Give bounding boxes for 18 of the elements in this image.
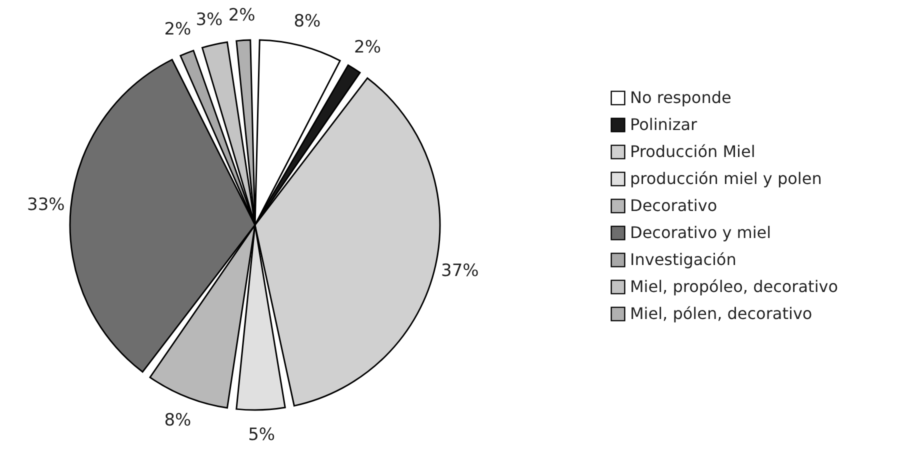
legend-label: No responde [630, 88, 732, 107]
legend-label: Miel, pólen, decorativo [630, 304, 812, 323]
data-label: 2% [354, 38, 382, 58]
legend-label: Investigación [630, 250, 736, 269]
data-label: 2% [228, 5, 256, 26]
legend-label: Producción Miel [630, 142, 756, 161]
legend-label: producción miel y polen [630, 169, 822, 188]
data-label: 3% [196, 10, 223, 30]
legend-label: Decorativo [630, 196, 718, 215]
legend-label: Decorativo y miel [630, 223, 772, 242]
data-label: 33% [27, 195, 65, 216]
data-label: 5% [248, 424, 276, 445]
data-label: 37% [441, 260, 479, 281]
data-label: 8% [294, 12, 321, 32]
data-label: 8% [164, 410, 192, 430]
data-label: 2% [164, 20, 192, 40]
legend-label: Miel, propóleo, decorativo [630, 277, 838, 296]
legend-label: Polinizar [630, 115, 698, 134]
